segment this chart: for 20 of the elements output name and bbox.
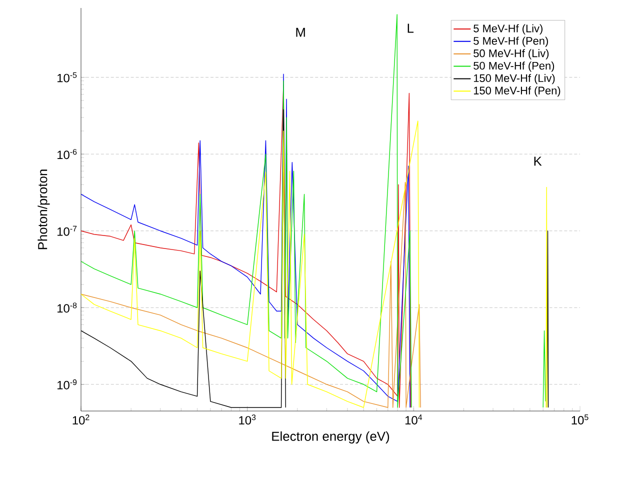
y-tick-label: 10$^{-9}$	[58, 379, 77, 390]
y-tick-label: 10$^{-6}$	[58, 149, 77, 160]
annotation: M	[296, 28, 305, 37]
x-tick-label: 10$^{2}$	[72, 414, 90, 425]
legend-label: 50 MeV-Hf (Liv)	[474, 49, 549, 60]
x-tick-label: 10$^{4}$	[405, 414, 422, 424]
legend-label: 5 MeV-Hf (Liv)	[474, 24, 542, 34]
y-tick-label: 10$^{-8}$	[58, 302, 77, 313]
x-axis-title: Electron energy (eV)	[272, 431, 390, 444]
legend-label: 150 MeV-Hf (Liv)	[474, 74, 555, 84]
legend-label: 50 MeV-Hf (Pen)	[474, 62, 554, 72]
y-tick-label: 10$^{-5}$	[58, 72, 77, 82]
annotation: L	[408, 24, 414, 33]
x-tick-label: 10$^{3}$	[239, 414, 256, 425]
x-tick-label: 10$^{5}$	[572, 414, 588, 424]
legend-label: 150 MeV-Hf (Pen)	[474, 86, 560, 97]
legend-label: 5 MeV-Hf (Pen)	[474, 36, 548, 47]
y-axis-title: Photon/proton	[38, 170, 50, 250]
y-tick-label: 10$^{-7}$	[58, 226, 77, 236]
annotation: K	[534, 156, 542, 166]
